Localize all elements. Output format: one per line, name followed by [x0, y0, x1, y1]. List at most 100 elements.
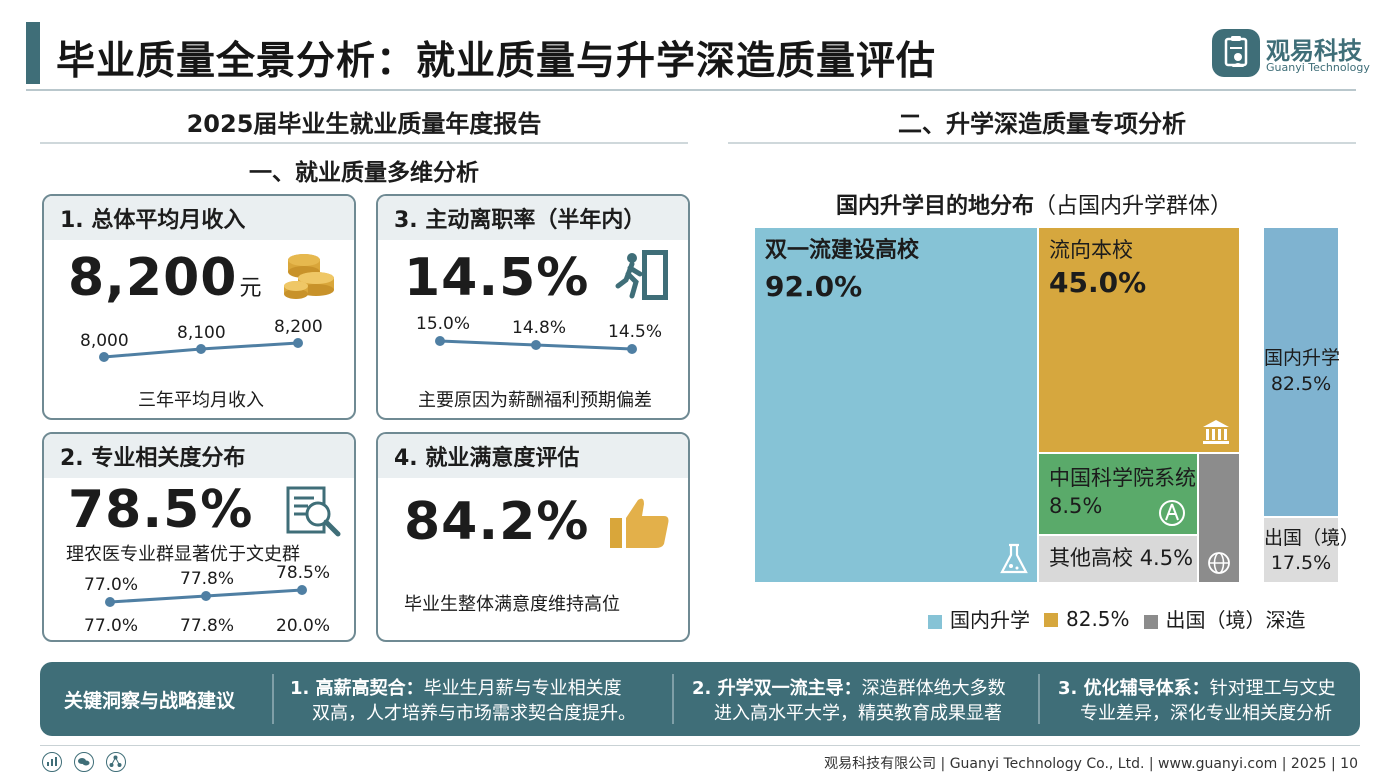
footer-text: 观易科技有限公司 | Guanyi Technology Co., Ltd. |…	[824, 756, 1358, 772]
title-divider	[26, 89, 1356, 91]
legend-swatch-rate	[1044, 613, 1058, 627]
insight-item-1: 1. 高薪高契合：毕业生月薪与专业相关度 双高，人才培养与市场需求契合度提升。	[290, 678, 636, 725]
treemap-cell-other-univ: 其他高校 4.5%	[1039, 536, 1197, 582]
thumbs-up-icon	[608, 496, 672, 552]
footer-divider	[40, 745, 1360, 746]
relevance-card: 2. 专业相关度分布 78.5% 理农医专业群显著优于文史群 77.0% 77.…	[42, 432, 356, 642]
cell-label-own-school: 流向本校	[1049, 238, 1133, 262]
treemap-cell-double-first-class: 双一流建设高校 92.0%	[755, 228, 1037, 582]
income-point-label-2: 8,100	[177, 323, 226, 343]
insight-heading: 关键洞察与战略建议	[64, 690, 236, 712]
cas-emblem-icon	[1157, 498, 1187, 528]
income-note: 三年平均月收入	[138, 390, 264, 411]
legend-item-abroad: 出国（境）深造	[1143, 604, 1306, 633]
turnover-value: 14.5%	[404, 248, 590, 308]
share-icon[interactable]	[106, 752, 126, 772]
exit-door-icon	[614, 246, 672, 304]
treemap-cell-own-school: 流向本校 45.0%	[1039, 228, 1239, 452]
turnover-point-label-1: 15.0%	[416, 314, 471, 334]
treemap-group-domestic: 国内升学 82.5%	[1264, 228, 1341, 516]
left-section-divider	[40, 142, 688, 144]
cell-value-double-first-class: 92.0%	[765, 270, 863, 303]
turnover-point-2	[531, 340, 541, 350]
legend-swatch-abroad	[1143, 614, 1158, 629]
satisfaction-card-title: 4. 就业满意度评估	[394, 446, 580, 471]
turnover-card: 3. 主动离职率（半年内） 14.5% 15.0% 14.8% 14.5% 主要…	[376, 194, 690, 420]
treemap-legend: 国内升学 82.5% 出国（境）深造	[928, 604, 1306, 633]
turnover-point-label-2: 14.8%	[512, 318, 567, 338]
income-value: 8,200元	[68, 248, 263, 308]
income-trend-line	[99, 338, 303, 362]
logo-subtitle: Guanyi Technology	[1266, 61, 1370, 74]
relevance-note: 理农医专业群显著优于文史群	[66, 544, 300, 565]
legend-item-domestic: 国内升学	[928, 604, 1030, 633]
flask-icon	[997, 542, 1031, 576]
insight-item-3: 3. 优化辅导体系：针对理工与文史 专业差异，深化专业相关度分析	[1058, 678, 1336, 725]
satisfaction-note: 毕业生整体满意度维持高位	[404, 594, 620, 615]
treemap-cell-abroad-small	[1199, 454, 1239, 582]
income-card: 1. 总体平均月收入 8,200元 8,000 8,100 8,200 三年平均…	[42, 194, 356, 420]
relevance-point-label-3: 78.5%	[276, 563, 331, 583]
treemap-group-abroad: 出国（境） 17.5%	[1264, 518, 1360, 582]
relevance-point-1	[105, 597, 115, 607]
satisfaction-card: 4. 就业满意度评估 84.2% 毕业生整体满意度维持高位	[376, 432, 690, 642]
relevance-value: 78.5%	[68, 480, 254, 540]
turnover-note: 主要原因为薪酬福利预期偏差	[418, 390, 652, 411]
relevance-bottom-label-2: 77.8%	[180, 616, 235, 636]
cell-label-cas: 中国科学院系统	[1049, 466, 1196, 490]
insight-item-2: 2. 升学双一流主导：深造群体绝大多数 进入高水平大学，精英教育成果显著	[692, 678, 1006, 725]
turnover-point-1	[435, 336, 445, 346]
income-point-1	[99, 352, 109, 362]
group-label-abroad: 出国（境） 17.5%	[1264, 527, 1360, 574]
satisfaction-card-header	[378, 434, 688, 478]
relevance-point-label-2: 77.8%	[180, 569, 235, 589]
income-card-header	[44, 196, 354, 240]
left-section-title: 2025届毕业生就业质量年度报告	[186, 110, 542, 138]
chart-icon[interactable]	[42, 752, 62, 772]
relevance-card-title: 2. 专业相关度分布	[60, 446, 246, 471]
satisfaction-value: 84.2%	[404, 492, 590, 552]
turnover-point-3	[627, 344, 637, 354]
legend-item-rate: 82.5%	[1044, 607, 1130, 631]
cell-label-double-first-class: 双一流建设高校	[765, 238, 920, 263]
relevance-bottom-label-1: 77.0%	[84, 616, 139, 636]
treemap-cell-cas: 中国科学院系统 8.5%	[1039, 454, 1197, 534]
income-point-2	[196, 344, 206, 354]
insight-divider-2	[672, 674, 674, 724]
relevance-bottom-label-3: 20.0%	[276, 616, 331, 636]
turnover-trend-line	[435, 336, 637, 354]
document-search-icon	[284, 484, 342, 538]
cell-value-own-school: 45.0%	[1049, 266, 1147, 299]
left-section-subtitle: 一、就业质量多维分析	[249, 160, 479, 186]
legend-swatch-domestic	[928, 614, 942, 629]
insight-divider-1	[272, 674, 274, 724]
relevance-point-label-1: 77.0%	[84, 575, 139, 595]
globe-icon	[1206, 550, 1232, 576]
logo-icon	[1212, 29, 1260, 77]
insight-divider-3	[1038, 674, 1040, 724]
cell-label-other-univ: 其他高校 4.5%	[1049, 546, 1194, 570]
title-accent-bar	[26, 22, 40, 84]
income-point-label-1: 8,000	[80, 331, 129, 351]
relevance-card-header	[44, 434, 354, 478]
treemap-title: 国内升学目的地分布（占国内升学群体）	[836, 194, 1233, 219]
turnover-card-title: 3. 主动离职率（半年内）	[394, 208, 646, 233]
logo-name: 观易科技	[1266, 37, 1362, 65]
relevance-trend-line	[105, 585, 307, 607]
income-point-label-3: 8,200	[274, 317, 323, 337]
turnover-card-header	[378, 196, 688, 240]
right-section-title: 二、升学深造质量专项分析	[898, 110, 1186, 138]
chat-icon[interactable]	[74, 752, 94, 772]
institution-icon	[1201, 418, 1231, 446]
turnover-point-label-3: 14.5%	[608, 322, 663, 342]
right-section-divider	[728, 142, 1356, 144]
income-point-3	[293, 338, 303, 348]
insight-bar	[40, 662, 1360, 736]
group-label-domestic: 国内升学 82.5%	[1264, 347, 1341, 395]
income-card-title: 1. 总体平均月收入	[60, 208, 246, 233]
coins-icon	[282, 248, 342, 299]
relevance-point-3	[297, 585, 307, 595]
cell-value-cas: 8.5%	[1049, 494, 1103, 518]
page-title: 毕业质量全景分析：就业质量与升学深造质量评估	[56, 39, 937, 84]
relevance-point-2	[201, 591, 211, 601]
